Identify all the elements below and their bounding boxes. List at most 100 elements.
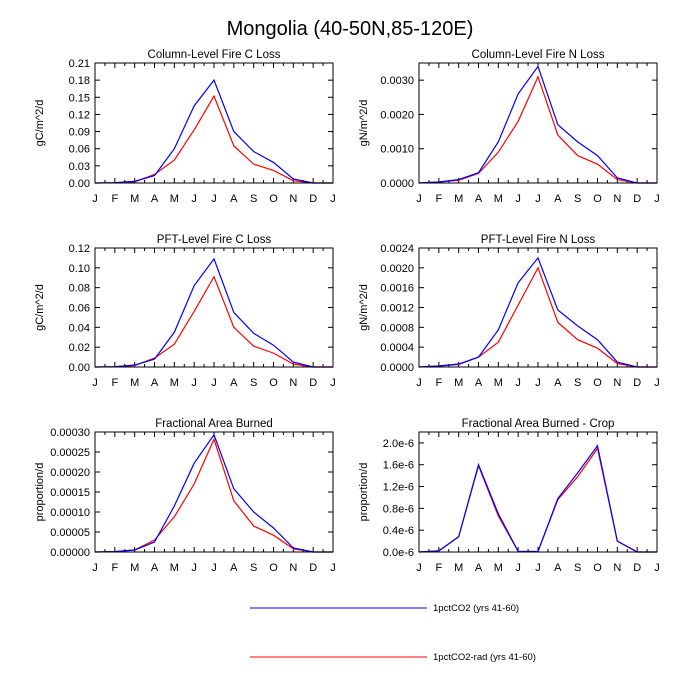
y-tick-label: 0.0016 <box>380 283 414 295</box>
y-tick-label: 0.8e-6 <box>383 503 414 515</box>
x-tick-label: J <box>515 562 521 574</box>
series-line <box>94 94 333 184</box>
x-tick-label: A <box>151 193 159 205</box>
x-tick-label: F <box>111 562 118 574</box>
series-line <box>418 444 657 553</box>
y-tick-label: 0.00030 <box>50 427 90 439</box>
x-tick-label: F <box>435 193 442 205</box>
x-tick-label: J <box>535 193 541 205</box>
y-tick-label: 0.0000 <box>380 178 414 190</box>
y-tick-label: 0.0e-6 <box>383 547 414 559</box>
x-tick-label: J <box>535 562 541 574</box>
x-tick-label: J <box>654 562 660 574</box>
y-tick-label: 0.0024 <box>380 243 414 255</box>
x-tick-label: O <box>269 562 278 574</box>
y-axis-label: proportion/d <box>34 463 46 522</box>
x-tick-label: D <box>633 377 641 389</box>
x-tick-label: J <box>416 377 422 389</box>
x-tick-label: N <box>613 377 621 389</box>
x-tick-label: M <box>494 377 503 389</box>
series-line <box>418 266 657 368</box>
panel-title: Fractional Area Burned - Crop <box>462 418 615 430</box>
x-tick-label: F <box>111 193 118 205</box>
x-tick-label: O <box>269 193 278 205</box>
y-tick-label: 0.0000 <box>380 362 414 374</box>
x-tick-label: M <box>130 193 139 205</box>
x-tick-label: J <box>191 377 197 389</box>
series-line <box>94 437 333 553</box>
x-tick-label: A <box>554 562 562 574</box>
series-line <box>418 65 657 184</box>
y-tick-label: 0.12 <box>69 109 90 121</box>
x-tick-label: F <box>435 562 442 574</box>
x-tick-label: D <box>309 193 317 205</box>
y-tick-label: 0.06 <box>69 303 90 315</box>
x-tick-label: J <box>211 377 217 389</box>
y-tick-label: 0.18 <box>69 75 90 87</box>
x-tick-label: J <box>191 562 197 574</box>
series-line <box>418 75 657 184</box>
x-tick-label: O <box>593 193 602 205</box>
x-tick-label: S <box>574 562 581 574</box>
x-tick-label: M <box>454 562 463 574</box>
x-tick-label: A <box>475 562 483 574</box>
x-tick-label: A <box>475 193 483 205</box>
y-tick-label: 1.2e-6 <box>383 482 414 494</box>
x-tick-label: D <box>633 193 641 205</box>
series-line <box>418 256 657 368</box>
x-tick-label: F <box>111 377 118 389</box>
y-tick-label: 0.0020 <box>380 109 414 121</box>
x-tick-label: J <box>211 193 217 205</box>
panel-title: Fractional Area Burned <box>155 418 273 430</box>
plot-frame <box>94 62 334 184</box>
y-axis-label: proportion/d <box>358 463 370 522</box>
y-tick-label: 0.00025 <box>50 447 90 459</box>
x-tick-label: M <box>454 193 463 205</box>
x-tick-label: A <box>151 562 159 574</box>
x-tick-label: J <box>211 562 217 574</box>
x-tick-label: S <box>574 193 581 205</box>
x-tick-label: J <box>330 562 336 574</box>
y-tick-label: 0.4e-6 <box>383 525 414 537</box>
x-tick-label: S <box>250 377 257 389</box>
x-tick-label: M <box>494 562 503 574</box>
y-axis-label: gC/m^2/d <box>34 284 46 331</box>
y-axis-label: gC/m^2/d <box>34 100 46 147</box>
x-tick-label: J <box>330 377 336 389</box>
x-tick-label: A <box>554 193 562 205</box>
plot-frame <box>418 247 658 368</box>
x-tick-label: M <box>170 562 179 574</box>
x-tick-label: N <box>289 562 297 574</box>
x-tick-label: A <box>230 377 238 389</box>
x-tick-label: M <box>130 377 139 389</box>
y-tick-label: 0.00 <box>69 178 90 190</box>
x-tick-label: D <box>309 562 317 574</box>
x-tick-label: M <box>130 562 139 574</box>
x-tick-label: A <box>230 562 238 574</box>
x-tick-label: J <box>654 377 660 389</box>
x-tick-label: D <box>309 377 317 389</box>
x-tick-label: M <box>494 193 503 205</box>
x-tick-label: J <box>515 193 521 205</box>
y-tick-label: 0.15 <box>69 92 90 104</box>
x-tick-label: M <box>454 377 463 389</box>
y-tick-label: 0.00000 <box>50 547 90 559</box>
x-tick-label: F <box>435 377 442 389</box>
x-tick-label: J <box>515 377 521 389</box>
y-axis-label: gN/m^2/d <box>358 284 370 331</box>
x-tick-label: J <box>416 193 422 205</box>
panel-title: PFT-Level Fire N Loss <box>481 234 596 246</box>
x-tick-label: J <box>92 562 98 574</box>
series-line <box>94 78 333 184</box>
plot-frame <box>418 431 658 553</box>
y-tick-label: 0.0008 <box>380 322 414 334</box>
x-tick-label: A <box>554 377 562 389</box>
y-tick-label: 0.09 <box>69 127 90 139</box>
y-tick-label: 0.00 <box>69 362 90 374</box>
y-axis-label: gN/m^2/d <box>358 100 370 147</box>
